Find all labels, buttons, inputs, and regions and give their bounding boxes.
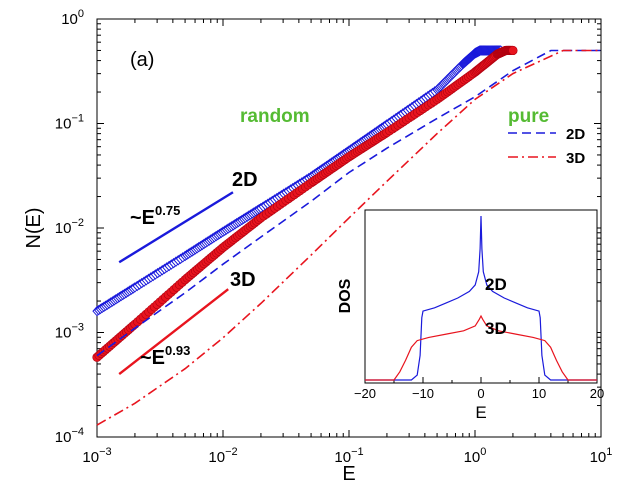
inset-x-tick-label: 10 bbox=[532, 386, 546, 401]
data-marker bbox=[508, 45, 518, 56]
series-pure-2D bbox=[96, 49, 601, 357]
guide-3d-label: ~E0.93 bbox=[140, 343, 190, 369]
power-law-guides bbox=[118, 191, 234, 376]
guide-line-3D bbox=[118, 288, 229, 376]
inset-x-tick-label: 0 bbox=[477, 386, 484, 401]
random-2d-label: 2D bbox=[232, 169, 258, 191]
series-line bbox=[96, 49, 601, 357]
y-tick-label: 10−2 bbox=[55, 217, 84, 237]
inset: −20 −10 0 10 20 2D 3D E DOS bbox=[337, 209, 604, 422]
inset-frame bbox=[364, 209, 598, 384]
panel-label: (a) bbox=[130, 49, 154, 71]
series-random-3D bbox=[92, 45, 518, 362]
main-ticks bbox=[96, 18, 602, 438]
x-tick-label: 10−2 bbox=[208, 446, 237, 466]
inset-x-tick-label: 20 bbox=[590, 386, 604, 401]
inset-y-axis-label: DOS bbox=[337, 278, 354, 313]
guide-3d-base: ~E bbox=[140, 347, 165, 369]
legend-3d-label: 3D bbox=[566, 150, 585, 167]
guide-line-2D bbox=[118, 191, 234, 264]
y-axis-label: N(E) bbox=[23, 207, 45, 248]
guide-3d-exponent: 0.93 bbox=[165, 343, 190, 358]
pure-group-label: pure bbox=[508, 106, 549, 127]
guide-2d-label: ~E0.75 bbox=[130, 203, 180, 229]
x-tick-label: 10−3 bbox=[82, 446, 111, 466]
x-tick-label: 10−1 bbox=[334, 446, 363, 466]
series-line bbox=[96, 49, 601, 426]
inset-series-2D bbox=[365, 215, 597, 381]
inset-2d-label: 2D bbox=[485, 275, 507, 294]
random-3d-label: 3D bbox=[230, 269, 256, 291]
legend: 2D 3D bbox=[508, 126, 585, 167]
y-tick-label: 100 bbox=[61, 8, 84, 28]
inset-3d-label: 3D bbox=[485, 319, 507, 338]
inset-series bbox=[365, 215, 597, 381]
main-series bbox=[92, 45, 601, 426]
series-pure-3D bbox=[96, 49, 601, 426]
inset-x-axis-label: E bbox=[475, 403, 486, 422]
y-tick-label: 10−3 bbox=[55, 322, 84, 342]
inset-x-tick-label: −10 bbox=[412, 386, 434, 401]
y-tick-label: 10−4 bbox=[55, 426, 84, 446]
random-group-label: random bbox=[240, 106, 310, 127]
y-tick-label: 10−1 bbox=[55, 113, 84, 133]
guide-2d-exponent: 0.75 bbox=[155, 203, 180, 218]
inset-x-tick-label: −20 bbox=[354, 386, 376, 401]
x-tick-label: 101 bbox=[590, 446, 613, 466]
inset-series-3D bbox=[365, 314, 597, 381]
inset-tick-labels: −20 −10 0 10 20 bbox=[354, 386, 604, 401]
guide-2d-base: ~E bbox=[130, 207, 155, 229]
x-axis-label: E bbox=[342, 463, 355, 485]
x-tick-label: 100 bbox=[464, 446, 487, 466]
legend-2d-label: 2D bbox=[566, 126, 585, 143]
